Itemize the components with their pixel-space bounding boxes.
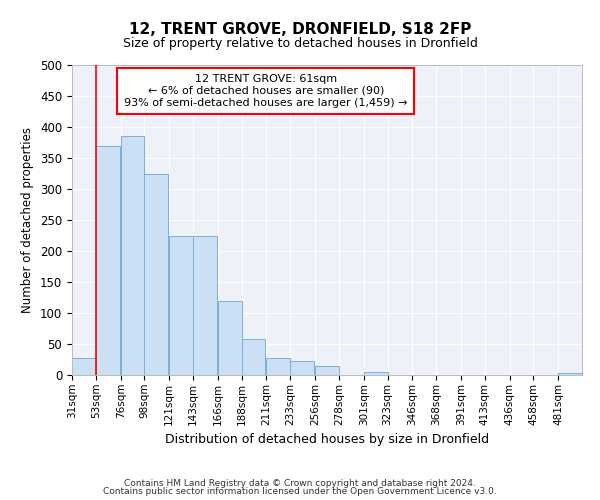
Text: Size of property relative to detached houses in Dronfield: Size of property relative to detached ho… (122, 38, 478, 51)
X-axis label: Distribution of detached houses by size in Dronfield: Distribution of detached houses by size … (165, 433, 489, 446)
Y-axis label: Number of detached properties: Number of detached properties (22, 127, 34, 313)
Bar (364, 372, 388, 375)
Text: 12 TRENT GROVE: 61sqm
← 6% of detached houses are smaller (90)
93% of semi-detac: 12 TRENT GROVE: 61sqm ← 6% of detached h… (124, 74, 407, 108)
Bar (145, 174, 168, 375)
Bar (290, 362, 314, 375)
Text: Contains HM Land Registry data © Crown copyright and database right 2024.: Contains HM Land Registry data © Crown c… (124, 478, 476, 488)
Bar (96, 146, 119, 375)
Bar (193, 236, 217, 375)
Bar (169, 236, 193, 375)
Bar (121, 136, 145, 375)
Text: 12, TRENT GROVE, DRONFIELD, S18 2FP: 12, TRENT GROVE, DRONFIELD, S18 2FP (129, 22, 471, 38)
Bar (266, 358, 290, 375)
Text: Contains public sector information licensed under the Open Government Licence v3: Contains public sector information licen… (103, 487, 497, 496)
Bar (218, 300, 242, 375)
Bar (315, 366, 339, 375)
Bar (72, 358, 96, 375)
Bar (242, 339, 265, 375)
Bar (558, 372, 582, 375)
